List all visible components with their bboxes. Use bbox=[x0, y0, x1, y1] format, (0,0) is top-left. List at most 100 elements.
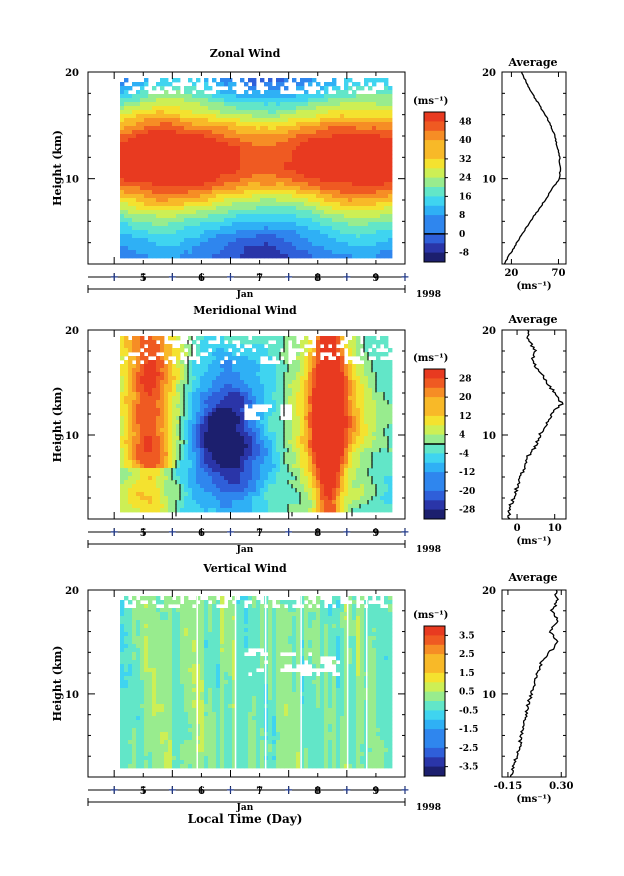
zero-contour bbox=[175, 508, 177, 513]
colorbar-segment bbox=[424, 434, 445, 445]
x-tick-label: 8 bbox=[314, 528, 321, 539]
colorbar-segment bbox=[424, 177, 445, 188]
date-marker: + bbox=[168, 784, 177, 797]
zero-contour bbox=[291, 512, 293, 517]
zero-contour bbox=[191, 344, 193, 349]
zero-contour bbox=[363, 344, 365, 349]
zero-contour bbox=[179, 484, 181, 489]
zero-contour bbox=[375, 488, 377, 493]
zero-contour bbox=[299, 492, 301, 497]
zero-contour bbox=[359, 504, 361, 509]
zero-contour bbox=[371, 368, 373, 373]
zero-contour bbox=[283, 408, 285, 413]
colorbar-segment bbox=[424, 140, 445, 150]
zero-contour bbox=[283, 452, 285, 457]
zero-contour bbox=[371, 480, 373, 485]
colorbar-segment bbox=[424, 112, 445, 122]
zero-contour bbox=[375, 372, 377, 377]
x-tick-label: 9 bbox=[372, 528, 379, 539]
x-tick-label: 6 bbox=[198, 273, 205, 284]
colorbar-label: 1.5 bbox=[459, 669, 475, 679]
colorbar-segment bbox=[424, 635, 445, 646]
zero-contour bbox=[367, 500, 369, 505]
zero-contour bbox=[283, 376, 285, 381]
zero-contour bbox=[179, 436, 181, 441]
x-tick-label: 5 bbox=[140, 786, 147, 797]
zero-contour bbox=[175, 512, 177, 517]
zero-contour bbox=[187, 340, 189, 345]
y-tick-label: 20 bbox=[65, 326, 79, 337]
colorbar-segment bbox=[424, 472, 445, 482]
colorbar-segment bbox=[424, 509, 445, 520]
average-frame bbox=[501, 329, 567, 520]
zero-contour bbox=[283, 444, 285, 449]
zero-contour bbox=[179, 420, 181, 425]
colorbar-segment bbox=[424, 224, 445, 235]
colorbar-segment bbox=[424, 130, 445, 141]
zero-contour bbox=[287, 508, 289, 513]
zero-contour bbox=[179, 488, 181, 493]
y-tick-label: 10 bbox=[65, 175, 79, 186]
zero-contour bbox=[291, 484, 293, 489]
x-tick-label: 7 bbox=[256, 528, 263, 539]
date-marker: + bbox=[168, 526, 177, 539]
zero-contour bbox=[287, 448, 289, 453]
data-gap bbox=[196, 596, 198, 771]
date-marker: + bbox=[284, 784, 293, 797]
zero-contour bbox=[171, 468, 173, 473]
zero-contour bbox=[183, 412, 185, 417]
colorbar-label: -3.5 bbox=[459, 763, 478, 773]
zero-contour bbox=[375, 388, 377, 393]
colorbar-segment bbox=[424, 252, 445, 263]
zero-contour bbox=[371, 360, 373, 365]
colorbar-segment bbox=[424, 444, 445, 454]
year-label: 1998 bbox=[416, 545, 441, 555]
colorbar-label: 8 bbox=[459, 211, 465, 221]
colorbar-segment bbox=[424, 757, 445, 768]
zero-contour bbox=[383, 432, 385, 437]
date-marker: + bbox=[400, 271, 409, 284]
zero-contour bbox=[295, 488, 297, 493]
average-title: Average bbox=[507, 313, 557, 326]
zero-contour bbox=[375, 484, 377, 489]
zero-contour bbox=[287, 480, 289, 485]
zero-contour bbox=[283, 432, 285, 437]
zero-contour bbox=[287, 504, 289, 509]
colorbar-segment bbox=[424, 187, 445, 197]
avg-x-tick-label: 70 bbox=[552, 268, 566, 279]
zero-contour bbox=[179, 424, 181, 429]
colorbar-segment bbox=[424, 626, 445, 636]
zero-contour bbox=[171, 472, 173, 477]
colorbar-segment bbox=[424, 378, 445, 389]
colorbar-frame bbox=[423, 625, 446, 777]
zero-contour bbox=[387, 444, 389, 449]
avg-x-tick-label: 10 bbox=[548, 523, 562, 534]
zero-contour bbox=[283, 348, 285, 353]
colorbar-segment bbox=[424, 719, 445, 730]
avg-x-tick-label: 0 bbox=[514, 523, 521, 534]
x-tick-label: 5 bbox=[140, 528, 147, 539]
zero-contour bbox=[183, 440, 185, 445]
colorbar-label: 2.5 bbox=[459, 650, 475, 660]
plot-frame bbox=[87, 589, 406, 778]
colorbar-label: 40 bbox=[459, 136, 472, 146]
zero-contour bbox=[375, 376, 377, 381]
zero-contour bbox=[179, 452, 181, 457]
data-gap bbox=[264, 596, 267, 771]
avg-unit: (ms⁻¹) bbox=[516, 794, 551, 805]
y-axis-title: Height (km) bbox=[51, 646, 64, 722]
zero-contour bbox=[367, 472, 369, 477]
zero-contour bbox=[387, 424, 389, 429]
zero-contour bbox=[283, 424, 285, 429]
colorbar-segment bbox=[424, 729, 445, 739]
zero-contour bbox=[283, 384, 285, 389]
zero-contour bbox=[175, 460, 177, 465]
zero-contour bbox=[179, 432, 181, 437]
zero-contour bbox=[183, 388, 185, 393]
average-panel: Average 20 10 -0.15 0.30 (ms⁻¹) bbox=[482, 571, 573, 805]
zero-contour bbox=[371, 452, 373, 457]
colorbar-segment bbox=[424, 369, 445, 379]
avg-y-tick-label: 20 bbox=[482, 68, 496, 79]
date-marker: + bbox=[342, 526, 351, 539]
